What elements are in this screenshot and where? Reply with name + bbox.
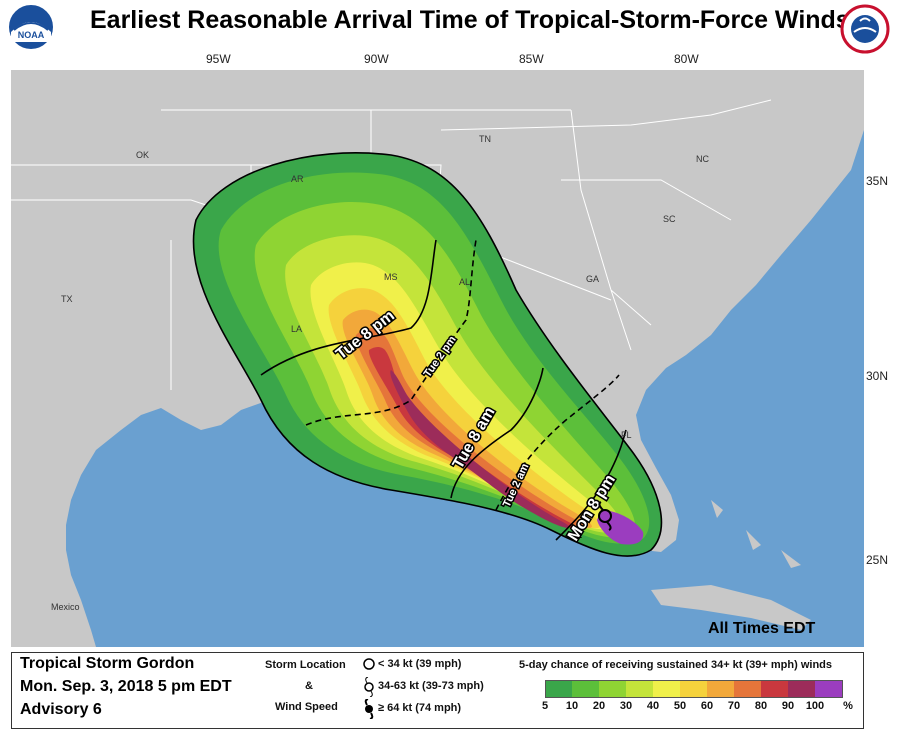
storm-location-label: Storm Location	[265, 659, 346, 671]
noaa-logo-icon: NOAA	[7, 3, 55, 51]
state-label-sc: SC	[663, 214, 676, 224]
scale-swatch-1	[572, 680, 599, 698]
scale-swatch-7	[734, 680, 761, 698]
bahamas-islands	[711, 500, 801, 568]
storm-name: Tropical Storm Gordon	[20, 655, 195, 672]
circle-icon	[363, 658, 375, 670]
scale-label-9: 90	[781, 700, 795, 712]
lat-label-30n: 30N	[866, 369, 889, 383]
svg-text:NOAA: NOAA	[18, 30, 45, 40]
scale-swatch-6	[707, 680, 734, 698]
scale-swatch-2	[599, 680, 626, 698]
state-label-tx: TX	[61, 294, 73, 304]
cuba-landmass	[651, 585, 811, 630]
map-canvas: OK AR TN NC SC MS AL GA TX LA FL Mexico …	[11, 70, 864, 647]
envelope-outline	[192, 152, 663, 557]
lon-label-85w: 85W	[519, 52, 544, 66]
scale-label-10: 100	[805, 700, 825, 712]
nws-logo-icon	[840, 4, 890, 54]
scale-swatch-9	[788, 680, 815, 698]
symbol-label-34-63: 34-63 kt (39-73 mph)	[378, 680, 484, 692]
scale-label-11: %	[843, 700, 853, 712]
scale-swatch-8	[761, 680, 788, 698]
all-times-note: All Times EDT	[708, 620, 816, 637]
state-label-la: LA	[291, 324, 302, 334]
ampersand-label: &	[305, 680, 313, 692]
state-label-al: AL	[459, 277, 470, 287]
scale-swatch-10	[815, 680, 843, 698]
lon-label-95w: 95W	[206, 52, 231, 66]
scale-swatch-0	[545, 680, 573, 698]
tropical-storm-icon	[598, 501, 612, 531]
scale-label-4: 40	[646, 700, 660, 712]
tropical-storm-legend-icon	[364, 677, 374, 697]
state-label-ms: MS	[384, 272, 398, 282]
state-label-nc: NC	[696, 154, 709, 164]
scale-label-8: 80	[754, 700, 768, 712]
lat-label-25n: 25N	[866, 553, 889, 567]
lon-label-90w: 90W	[364, 52, 389, 66]
state-label-fl: FL	[621, 430, 632, 440]
scale-label-2: 20	[592, 700, 606, 712]
place-labels: OK AR TN NC SC MS AL GA TX LA FL Mexico	[51, 134, 709, 612]
scale-swatch-4	[653, 680, 680, 698]
issued-time: Mon. Sep. 3, 2018 5 pm EDT	[20, 678, 232, 695]
state-label-ar: AR	[291, 174, 304, 184]
state-label-ga: GA	[586, 274, 599, 284]
scale-label-6: 60	[700, 700, 714, 712]
scale-swatch-3	[626, 680, 653, 698]
symbol-label-lt34: < 34 kt (39 mph)	[378, 658, 462, 670]
country-label-mexico: Mexico	[51, 602, 80, 612]
wind-speed-label: Wind Speed	[275, 701, 338, 713]
advisory-number: Advisory 6	[20, 701, 102, 718]
scale-label-3: 30	[619, 700, 633, 712]
scale-label-7: 70	[727, 700, 741, 712]
map-title: Earliest Reasonable Arrival Time of Trop…	[90, 6, 850, 34]
probability-title: 5-day chance of receiving sustained 34+ …	[519, 659, 832, 671]
scale-label-0: 5	[541, 700, 549, 712]
scale-swatch-5	[680, 680, 707, 698]
probability-envelope	[193, 152, 662, 557]
hurricane-icon	[364, 699, 374, 719]
scale-label-1: 10	[565, 700, 579, 712]
lon-label-80w: 80W	[674, 52, 699, 66]
lat-label-35n: 35N	[866, 174, 889, 188]
symbol-label-ge64: ≥ 64 kt (74 mph)	[378, 702, 462, 714]
state-label-ok: OK	[136, 150, 149, 160]
legend: Tropical Storm Gordon Mon. Sep. 3, 2018 …	[11, 652, 864, 729]
scale-label-5: 50	[673, 700, 687, 712]
state-label-tn: TN	[479, 134, 491, 144]
